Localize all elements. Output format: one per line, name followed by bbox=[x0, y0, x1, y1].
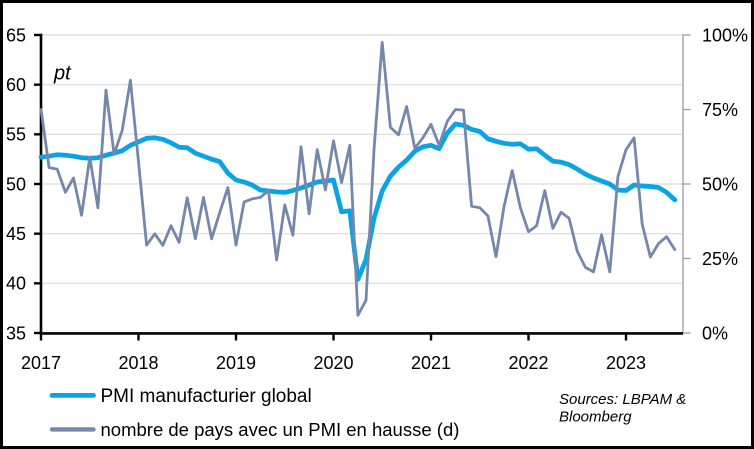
svg-text:nombre de pays avec un PMI en: nombre de pays avec un PMI en hausse (d) bbox=[101, 419, 460, 440]
svg-text:100%: 100% bbox=[702, 25, 748, 45]
svg-text:2017: 2017 bbox=[21, 353, 61, 373]
svg-text:25%: 25% bbox=[702, 249, 738, 269]
svg-text:Bloomberg: Bloomberg bbox=[559, 409, 632, 426]
svg-text:2018: 2018 bbox=[118, 353, 158, 373]
svg-text:55: 55 bbox=[6, 125, 26, 145]
svg-text:PMI manufacturier global: PMI manufacturier global bbox=[101, 386, 312, 407]
svg-text:2022: 2022 bbox=[508, 353, 548, 373]
svg-text:2020: 2020 bbox=[313, 353, 353, 373]
svg-text:50%: 50% bbox=[702, 174, 738, 194]
svg-text:50: 50 bbox=[6, 174, 26, 194]
svg-text:2019: 2019 bbox=[216, 353, 256, 373]
svg-text:0%: 0% bbox=[702, 323, 728, 343]
svg-text:60: 60 bbox=[6, 75, 26, 95]
svg-text:2023: 2023 bbox=[606, 353, 646, 373]
svg-text:Sources: LBPAM &: Sources: LBPAM & bbox=[559, 391, 686, 408]
svg-text:pt: pt bbox=[53, 62, 72, 84]
svg-text:40: 40 bbox=[6, 274, 26, 294]
svg-text:45: 45 bbox=[6, 224, 26, 244]
svg-text:75%: 75% bbox=[702, 100, 738, 120]
svg-text:35: 35 bbox=[6, 323, 26, 343]
svg-text:65: 65 bbox=[6, 25, 26, 45]
svg-text:2021: 2021 bbox=[411, 353, 451, 373]
